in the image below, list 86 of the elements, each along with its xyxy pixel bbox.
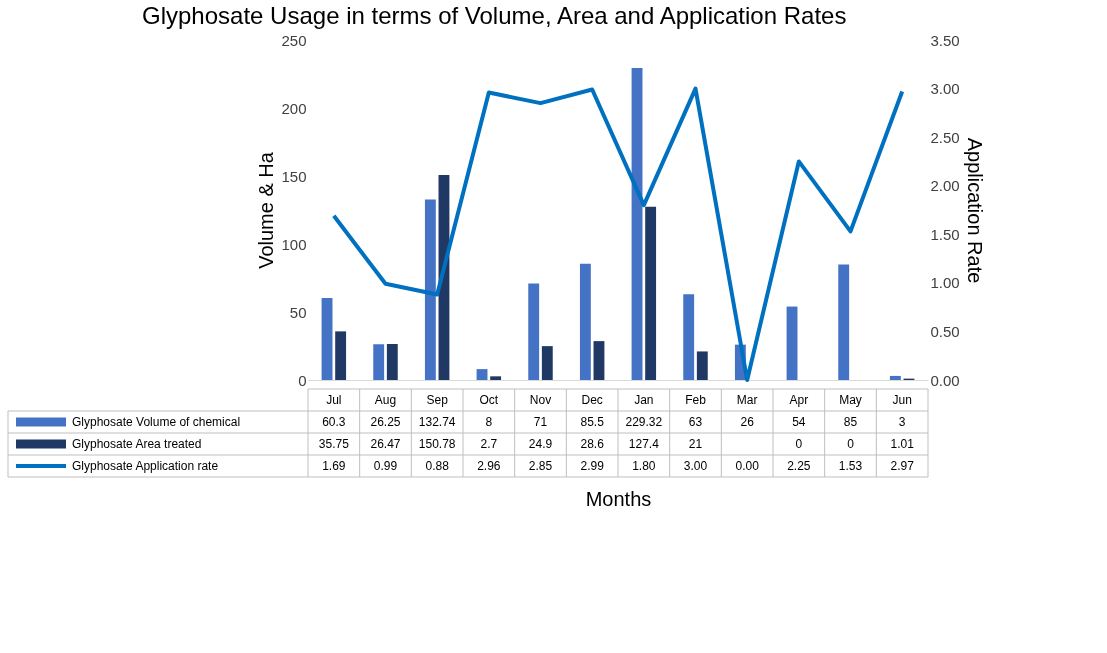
x-tick-label: Oct: [479, 393, 499, 407]
x-axis-title: Months: [585, 487, 652, 510]
legend-label: Glyphosate Volume of chemical: [72, 415, 241, 429]
data-label: 71: [533, 415, 548, 429]
y-axis-title: Volume & Ha: [255, 151, 278, 269]
data-label: 2.85: [528, 459, 553, 473]
bar: [321, 297, 333, 380]
bar: [386, 344, 398, 380]
data-label: 0.99: [373, 459, 398, 473]
x-tick-label: Mar: [736, 393, 758, 407]
y-tick-label: 50: [289, 303, 307, 321]
data-label: 1.01: [890, 437, 915, 451]
bar: [696, 351, 708, 380]
line-series: [331, 86, 905, 382]
bar: [424, 199, 436, 380]
y-tick-label: 150: [281, 167, 307, 185]
data-label: 127.4: [628, 437, 660, 451]
data-label: 85.5: [580, 415, 605, 429]
data-label: 2.96: [477, 459, 501, 473]
y2-tick-label: 3.50: [930, 31, 960, 49]
bar: [786, 306, 798, 380]
bar: [476, 369, 488, 380]
bar: [373, 344, 385, 380]
bar: [579, 263, 591, 380]
data-label: 63: [688, 415, 703, 429]
y2-tick-label: 1.50: [930, 225, 960, 243]
data-label: 8: [485, 415, 493, 429]
data-label: 2.7: [480, 437, 498, 451]
legend-label: Glyphosate Application rate: [72, 459, 219, 473]
data-label: 132.74: [418, 415, 456, 429]
x-tick-label: May: [839, 393, 862, 407]
y2-tick-label: 3.00: [930, 80, 960, 98]
data-label: 26: [740, 415, 755, 429]
x-tick-label: Aug: [374, 393, 397, 407]
bar: [889, 375, 901, 380]
data-label: 2.97: [890, 459, 915, 473]
y-tick-label: 200: [281, 99, 307, 117]
bar: [335, 331, 347, 380]
bar: [541, 346, 553, 380]
x-tick-label: Jul: [326, 393, 342, 407]
x-tick-label: Sep: [426, 393, 449, 407]
data-label: 0.00: [735, 459, 760, 473]
data-label: 26.47: [370, 437, 401, 451]
data-label: 60.3: [322, 415, 346, 429]
data-label: 0.88: [425, 459, 450, 473]
y-tick-label: 0: [298, 371, 307, 389]
bar: [528, 283, 540, 380]
y2-tick-label: 2.00: [930, 177, 960, 195]
y2-tick-label: 0.00: [930, 371, 960, 389]
y2-tick-label: 0.50: [930, 322, 960, 340]
x-tick-label: Feb: [685, 393, 707, 407]
chart-title: Glyphosate Usage in terms of Volume, Area and Application Rates: [142, 2, 847, 29]
bar: [645, 206, 657, 380]
x-tick-label: Dec: [581, 393, 603, 407]
data-label: 1.53: [838, 459, 863, 473]
y2-tick-label: 2.50: [930, 128, 960, 146]
data-label: 0: [847, 437, 855, 451]
data-label: 2.99: [580, 459, 605, 473]
data-label: 21: [688, 437, 703, 451]
data-label: 3.00: [683, 459, 708, 473]
data-label: 85: [843, 415, 858, 429]
y2-axis-title: Application Rate: [963, 137, 986, 284]
y-tick-label: 250: [281, 31, 307, 49]
y2-tick-label: 1.00: [930, 274, 960, 292]
data-label: 2.25: [787, 459, 811, 473]
x-tick-label: Jan: [634, 393, 654, 407]
data-label: 1.80: [632, 459, 656, 473]
data-label: 26.25: [370, 415, 401, 429]
data-label: 150.78: [418, 437, 456, 451]
data-label: 24.9: [528, 437, 553, 451]
x-tick-label: Apr: [789, 393, 809, 407]
bar: [593, 341, 605, 380]
data-label: 54: [792, 415, 806, 429]
data-label: 28.6: [580, 437, 605, 451]
bar: [683, 294, 695, 380]
data-label: 1.69: [322, 459, 346, 473]
data-label: 3: [898, 415, 906, 429]
bar: [490, 376, 502, 380]
legend-label: Glyphosate Area treated: [72, 437, 202, 451]
data-label: 35.75: [318, 437, 350, 451]
x-tick-label: Nov: [529, 393, 552, 407]
x-tick-label: Jun: [892, 393, 912, 407]
y-tick-label: 100: [281, 235, 307, 253]
data-label: 0: [795, 437, 803, 451]
data-label: 229.32: [625, 415, 663, 429]
bar: [838, 264, 850, 380]
